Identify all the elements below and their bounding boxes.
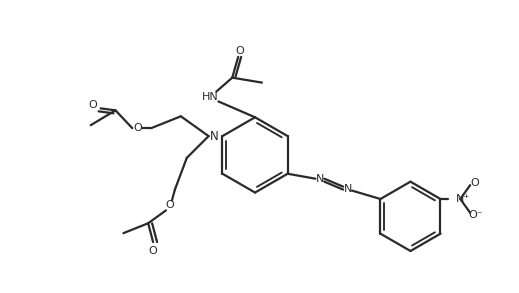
Text: HN: HN <box>202 93 219 103</box>
Text: N: N <box>316 174 324 184</box>
Text: O: O <box>471 178 480 188</box>
Text: N⁺: N⁺ <box>456 194 471 204</box>
Text: N: N <box>210 130 219 143</box>
Text: O⁻: O⁻ <box>469 210 484 220</box>
Text: O: O <box>88 100 97 110</box>
Text: O: O <box>149 246 157 256</box>
Text: N: N <box>344 184 352 194</box>
Text: O: O <box>236 46 244 56</box>
Text: O: O <box>166 200 174 210</box>
Text: O: O <box>133 123 142 133</box>
